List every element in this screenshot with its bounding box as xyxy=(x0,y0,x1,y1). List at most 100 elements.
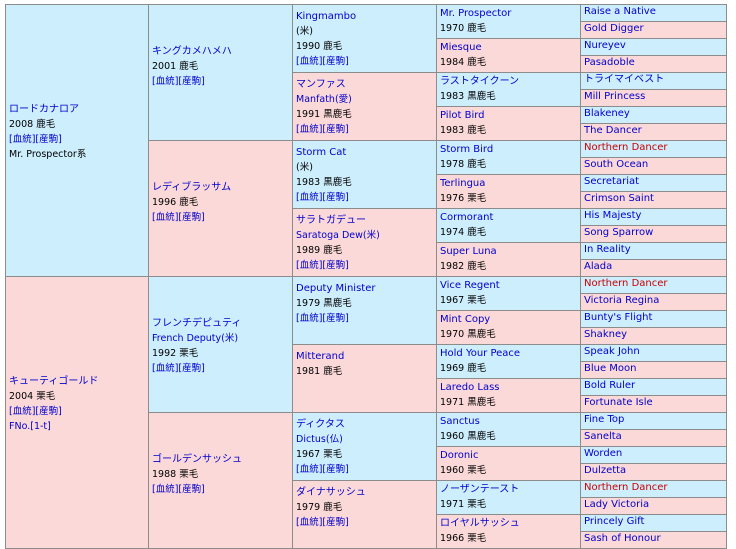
gen3-sdd-cell: サラトガデュー Saratoga Dew(米) 1989 鹿毛 [血統][産駒] xyxy=(292,208,437,277)
gen5-name-link[interactable]: Northern Dancer xyxy=(584,482,668,493)
ss-links[interactable]: [血統][産駒] xyxy=(152,76,205,87)
gen5-name-link[interactable]: Shakney xyxy=(584,329,628,340)
gen5-name-link[interactable]: Northern Dancer xyxy=(584,142,668,153)
gen4-cell: Mint Copy 1970 黒鹿毛 xyxy=(436,310,581,345)
gen5-name-link[interactable]: Blue Moon xyxy=(584,363,637,374)
gen5-name-link[interactable]: Song Sparrow xyxy=(584,227,654,238)
gen5-name-link[interactable]: South Ocean xyxy=(584,159,649,170)
gen4-name-link[interactable]: Cormorant xyxy=(440,212,494,223)
horse-line: Mr. Prospector系 xyxy=(9,149,87,160)
gen5-name-link[interactable]: Pasadoble xyxy=(584,57,635,68)
sdd-alt[interactable]: Saratoga Dew(米) xyxy=(296,230,380,241)
gen4-year: 1967 栗毛 xyxy=(440,295,487,306)
dsd-name-link[interactable]: Mitterand xyxy=(296,351,345,362)
gen5-name-link[interactable]: Speak John xyxy=(584,346,640,357)
ddd-links[interactable]: [血統][産駒] xyxy=(296,517,349,528)
sdd-name-link[interactable]: サラトガデュー xyxy=(296,215,366,226)
sss-name-link[interactable]: Kingmambo xyxy=(296,11,357,22)
ssd-links[interactable]: [血統][産駒] xyxy=(296,124,349,135)
mare-family[interactable]: FNo.[1-t] xyxy=(9,421,51,432)
gen4-cell: Storm Bird 1978 鹿毛 xyxy=(436,140,581,175)
gen5-name-link[interactable]: Alada xyxy=(584,261,613,272)
gen5-name-link[interactable]: Raise a Native xyxy=(584,6,656,17)
gen4-year: 1976 栗毛 xyxy=(440,193,487,204)
gen5-name-link[interactable]: Bold Ruler xyxy=(584,380,636,391)
gen4-name-link[interactable]: Hold Your Peace xyxy=(440,348,521,359)
gen4-name-link[interactable]: Terlingua xyxy=(440,178,486,189)
gen5-name-link[interactable]: Mill Princess xyxy=(584,91,646,102)
gen5-name-link[interactable]: トライマイベスト xyxy=(584,74,665,85)
gen4-name-link[interactable]: Storm Bird xyxy=(440,144,494,155)
gen4-name-link[interactable]: Laredo Lass xyxy=(440,382,500,393)
gen4-name-link[interactable]: Doronic xyxy=(440,450,479,461)
sd-name-link[interactable]: レディブラッサム xyxy=(152,182,232,193)
gen4-name-link[interactable]: Mint Copy xyxy=(440,314,491,325)
gen5-cell: Nureyev xyxy=(580,38,727,56)
gen5-name-link[interactable]: Victoria Regina xyxy=(584,295,660,306)
ss-name-link[interactable]: キングカメハメハ xyxy=(152,46,232,57)
gen5-name-link[interactable]: Gold Digger xyxy=(584,23,644,34)
gen5-name-link[interactable]: Sash of Honour xyxy=(584,533,661,544)
gen5-name-link[interactable]: Fortunate Isle xyxy=(584,397,653,408)
gen3-dss-cell: Deputy Minister 1979 黒鹿毛 [血統][産駒] xyxy=(292,276,437,345)
dds-links[interactable]: [血統][産駒] xyxy=(296,464,349,475)
dd-name-link[interactable]: ゴールデンサッシュ xyxy=(152,454,242,465)
ss-year: 2001 鹿毛 xyxy=(152,61,199,72)
dds-name-link[interactable]: ディクタス xyxy=(296,419,345,430)
gen4-name-link[interactable]: Miesque xyxy=(440,42,482,53)
sss-links[interactable]: [血統][産駒] xyxy=(296,56,349,67)
gen2-ss-cell: キングカメハメハ 2001 鹿毛 [血統][産駒] xyxy=(148,4,293,141)
gen5-name-link[interactable]: Fine Top xyxy=(584,414,625,425)
gen5-cell: Alada xyxy=(580,259,727,277)
dss-name-link[interactable]: Deputy Minister xyxy=(296,283,376,294)
horse-links[interactable]: [血統][産駒] xyxy=(9,134,62,145)
ssd-alt[interactable]: Manfath(愛) xyxy=(296,94,352,105)
sdd-year: 1989 鹿毛 xyxy=(296,245,343,256)
mare-links[interactable]: [血統][産駒] xyxy=(9,406,62,417)
horse-name-link[interactable]: ロードカナロア xyxy=(9,104,79,115)
gen5-cell: South Ocean xyxy=(580,157,727,175)
gen5-cell: Princely Gift xyxy=(580,514,727,532)
sd-year: 1996 鹿毛 xyxy=(152,197,199,208)
gen5-name-link[interactable]: Nureyev xyxy=(584,40,626,51)
gen4-name-link[interactable]: Super Luna xyxy=(440,246,497,257)
gen5-name-link[interactable]: Crimson Saint xyxy=(584,193,654,204)
gen5-name-link[interactable]: Princely Gift xyxy=(584,516,645,527)
gen5-name-link[interactable]: Lady Victoria xyxy=(584,499,650,510)
ds-name-link[interactable]: フレンチデピュティ xyxy=(152,318,242,329)
pedigree-table: ロードカナロア 2008 鹿毛 [血統][産駒] Mr. Prospector系… xyxy=(5,4,727,549)
gen5-name-link[interactable]: Sanelta xyxy=(584,431,622,442)
gen5-name-link[interactable]: His Majesty xyxy=(584,210,642,221)
sd-links[interactable]: [血統][産駒] xyxy=(152,212,205,223)
gen5-name-link[interactable]: Worden xyxy=(584,448,623,459)
gen5-name-link[interactable]: Secretariat xyxy=(584,176,640,187)
mare-name-link[interactable]: キューティゴールド xyxy=(9,376,99,387)
sdd-links[interactable]: [血統][産駒] xyxy=(296,260,349,271)
dss-links[interactable]: [血統][産駒] xyxy=(296,313,349,324)
ds-alt[interactable]: French Deputy(米) xyxy=(152,333,239,344)
gen2-ds-cell: フレンチデピュティ French Deputy(米) 1992 栗毛 [血統][… xyxy=(148,276,293,413)
sds-country: (米) xyxy=(296,162,313,173)
sds-links[interactable]: [血統][産駒] xyxy=(296,192,349,203)
dd-links[interactable]: [血統][産駒] xyxy=(152,484,205,495)
gen4-name-link[interactable]: Sanctus xyxy=(440,416,480,427)
sds-name-link[interactable]: Storm Cat xyxy=(296,147,347,158)
gen4-name-link[interactable]: Vice Regent xyxy=(440,280,500,291)
ssd-name-link[interactable]: マンファス xyxy=(296,79,346,90)
gen4-name-link[interactable]: ノーザンテースト xyxy=(440,484,520,495)
gen5-name-link[interactable]: Dulzetta xyxy=(584,465,627,476)
gen4-year: 1960 栗毛 xyxy=(440,465,487,476)
sss-country: (米) xyxy=(296,26,313,37)
dds-alt[interactable]: Dictus(仏) xyxy=(296,434,343,445)
ds-links[interactable]: [血統][産駒] xyxy=(152,363,205,374)
gen5-cell: Speak John xyxy=(580,344,727,362)
gen5-name-link[interactable]: Bunty's Flight xyxy=(584,312,653,323)
gen4-name-link[interactable]: Mr. Prospector xyxy=(440,8,512,19)
gen5-name-link[interactable]: Northern Dancer xyxy=(584,278,668,289)
gen5-name-link[interactable]: In Reality xyxy=(584,244,631,255)
ddd-name-link[interactable]: ダイナサッシュ xyxy=(296,487,366,498)
gen4-name-link[interactable]: Pilot Bird xyxy=(440,110,485,121)
gen4-name-link[interactable]: ラストタイクーン xyxy=(440,76,520,87)
gen5-name-link[interactable]: Blakeney xyxy=(584,108,630,119)
gen5-name-link[interactable]: The Dancer xyxy=(584,125,642,136)
